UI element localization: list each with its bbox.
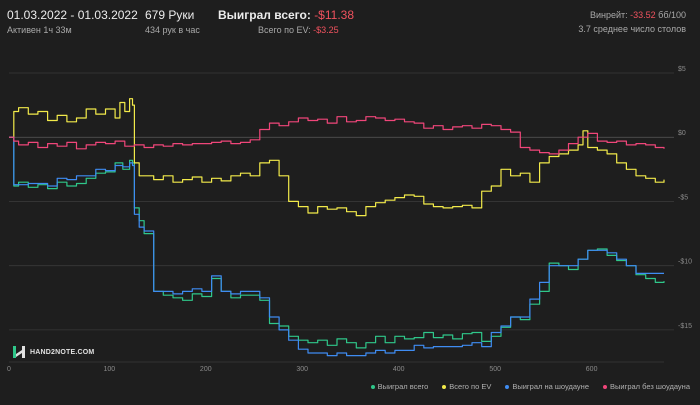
hand2note-logo: HAND2NOTE.COM (12, 345, 94, 359)
winrate-unit: бб/100 (658, 10, 686, 20)
legend-item-ev[interactable]: Всего по EV (442, 382, 491, 391)
legend-dot (603, 384, 607, 389)
date-range[interactable]: 01.03.2022 - 01.03.2022 (7, 8, 138, 22)
legend-dot (370, 384, 375, 389)
legend-label: Выиграл всего (377, 382, 429, 391)
hands-per-hour: 434 рук в час (145, 25, 200, 35)
winrate-label: Винрейт: (589, 10, 628, 20)
winrate-value: -33.52 (630, 10, 656, 20)
x-tick-label: 600 (586, 366, 598, 373)
x-tick-label: 400 (393, 366, 405, 373)
legend-item-non-showdown[interactable]: Выиграл без шоудауна (603, 382, 690, 391)
ev-label: Всего по EV: (258, 25, 311, 35)
legend-label: Выиграл на шоудауне (512, 382, 589, 391)
legend-dot (442, 384, 447, 389)
series-line-1 (9, 136, 665, 349)
winrate: Винрейт: -33.52 бб/100 (590, 10, 686, 20)
x-tick-label: 500 (489, 366, 501, 373)
won-total-value: -$11.38 (314, 8, 354, 22)
legend-dot (505, 384, 510, 389)
x-tick-label: 100 (103, 366, 115, 373)
y-tick-label: $0 (678, 130, 686, 137)
ev-value: -$3.25 (313, 25, 339, 35)
y-tick-label: $5 (678, 66, 686, 73)
hands-count: 679 Руки (145, 8, 195, 22)
y-tick-label: -$10 (678, 259, 692, 266)
won-total-label: Выиграл всего: (218, 8, 311, 22)
legend-item-won-total[interactable]: Выиграл всего (370, 382, 429, 391)
legend-label: Всего по EV (449, 382, 492, 391)
legend-label: Выиграл без шоудауна (610, 382, 690, 391)
legend-item-showdown[interactable]: Выиграл на шоудауне (505, 382, 589, 391)
ev-total: Всего по EV: -$3.25 (258, 25, 339, 35)
x-tick-label: 300 (296, 366, 308, 373)
x-tick-label: 200 (200, 366, 212, 373)
series-line-4 (9, 116, 665, 155)
y-tick-label: -$15 (678, 323, 692, 330)
y-tick-label: -$5 (678, 194, 688, 201)
avg-tables: 3.7 среднее число столов (578, 24, 686, 34)
won-total: Выиграл всего: -$11.38 (218, 8, 354, 22)
series-line-2 (9, 98, 665, 217)
hand2note-logo-icon (13, 346, 25, 358)
active-time: Активен 1ч 33м (7, 25, 72, 35)
series-line-3 (9, 136, 664, 357)
header: 01.03.2022 - 01.03.2022 Активен 1ч 33м 6… (0, 0, 700, 40)
chart-legend: Выиграл всего Всего по EV Выиграл на шоу… (370, 382, 690, 391)
logo-text: HAND2NOTE.COM (30, 348, 95, 356)
x-tick-label: 0 (7, 366, 11, 373)
